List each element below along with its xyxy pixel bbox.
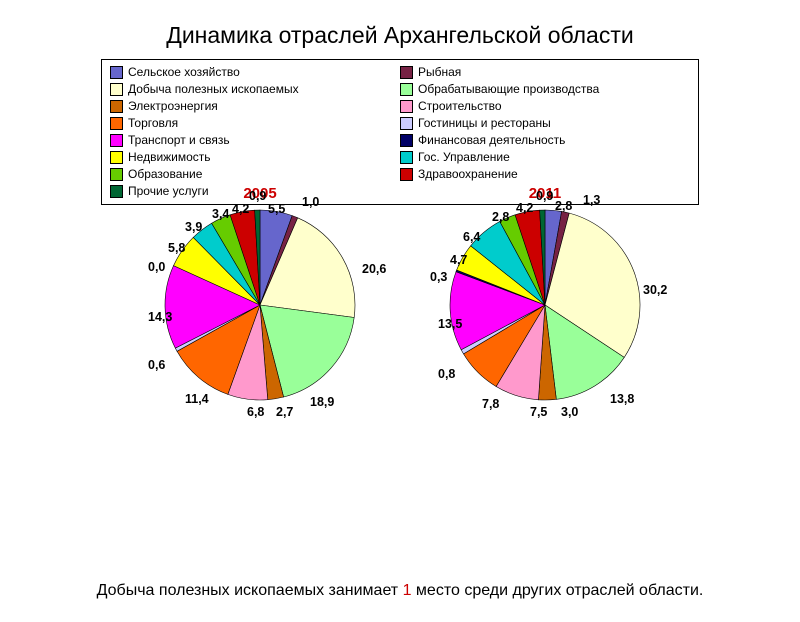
slice-label: 0,8 [438, 367, 455, 381]
slice-label: 14,3 [148, 310, 172, 324]
slice-label: 5,5 [268, 202, 285, 216]
slice-label: 18,9 [310, 395, 334, 409]
slice-label: 4,7 [450, 253, 467, 267]
slice-label: 3,0 [561, 405, 578, 419]
slice-label: 5,8 [168, 241, 185, 255]
slice-label: 13,8 [610, 392, 634, 406]
slice-label: 1,0 [302, 195, 319, 209]
slice-label: 4,2 [516, 201, 533, 215]
slice-label: 0,0 [148, 260, 165, 274]
slice-label: 7,5 [530, 405, 547, 419]
slice-label: 30,2 [643, 283, 667, 297]
slice-label: 3,4 [212, 207, 229, 221]
slice-label: 0,3 [430, 270, 447, 284]
slice-label: 7,8 [482, 397, 499, 411]
slice-label: 20,6 [362, 262, 386, 276]
footer-pre: Добыча полезных ископаемых занимает [97, 582, 403, 599]
slice-label: 2,7 [276, 405, 293, 419]
slice-label: 2,8 [555, 199, 572, 213]
charts-area: 20055,51,020,618,92,76,811,40,614,30,05,… [0, 205, 800, 505]
slice-label: 6,4 [463, 230, 480, 244]
slice-label: 13,5 [438, 317, 462, 331]
slice-label: 0,6 [148, 358, 165, 372]
slice-label: 2,8 [492, 210, 509, 224]
slice-label: 3,9 [185, 220, 202, 234]
slice-label: 0,9 [249, 189, 266, 203]
slice-label: 0,9 [536, 189, 553, 203]
pie-svg [0, 0, 800, 505]
slice-label: 11,4 [185, 392, 209, 406]
footer-post: место среди других отраслей области. [411, 582, 703, 599]
slice-label: 6,8 [247, 405, 264, 419]
footer-text: Добыча полезных ископаемых занимает 1 ме… [0, 582, 800, 600]
slice-label: 1,3 [583, 193, 600, 207]
slice-label: 4,2 [232, 202, 249, 216]
